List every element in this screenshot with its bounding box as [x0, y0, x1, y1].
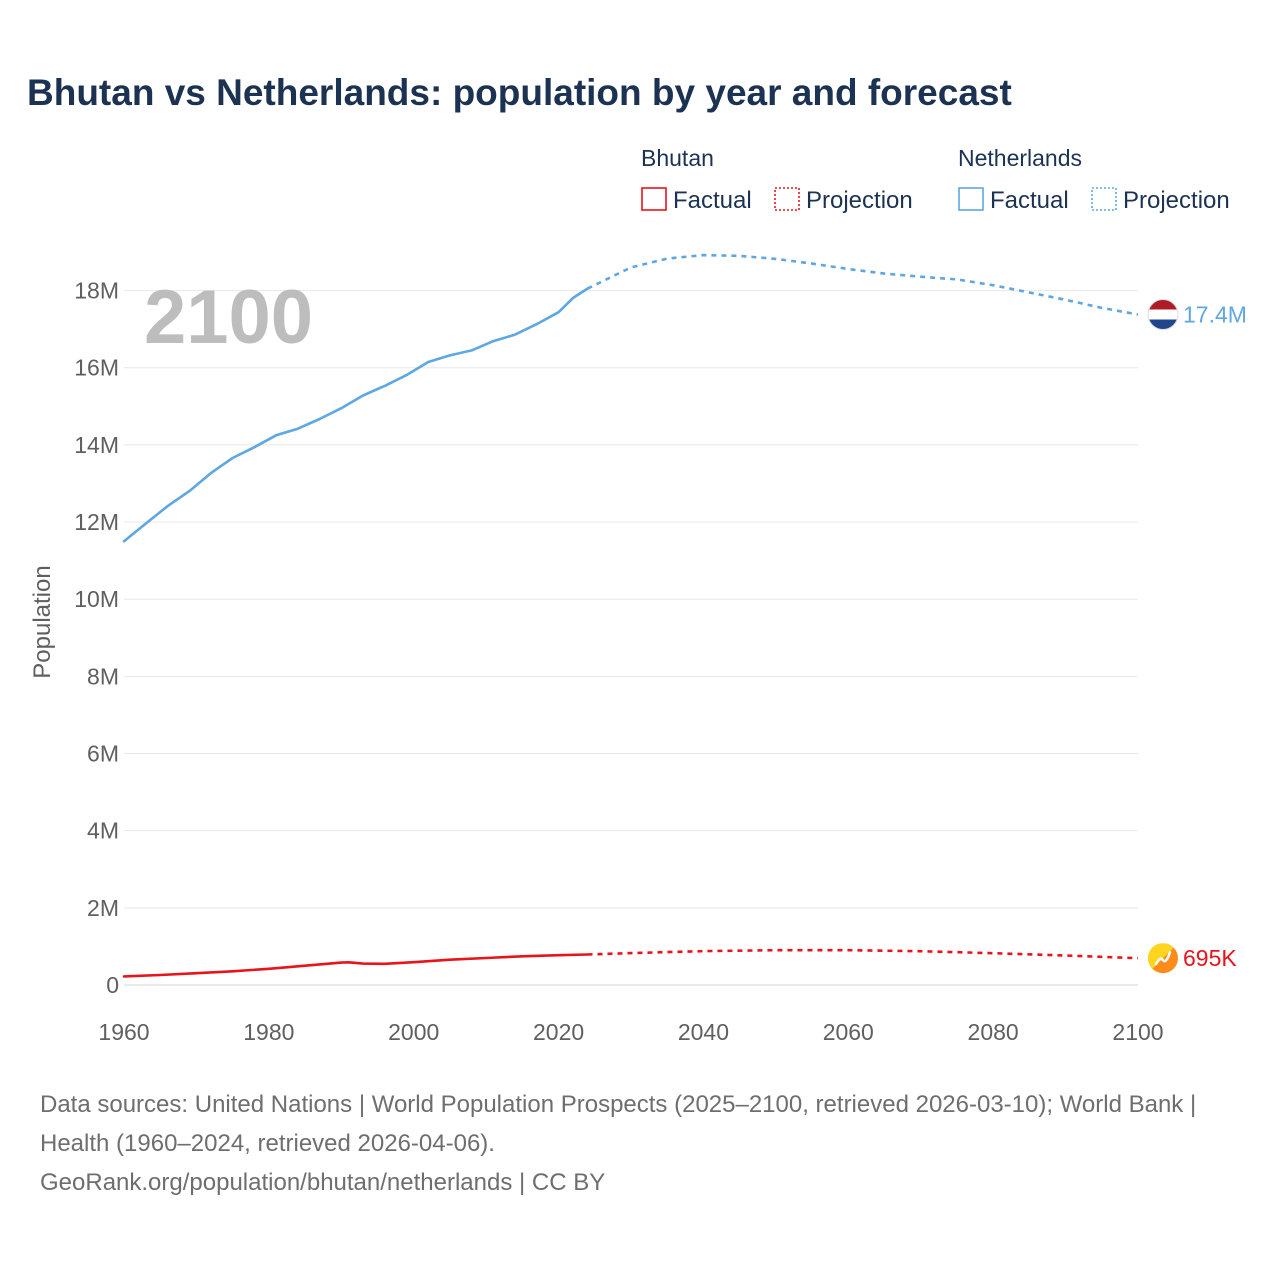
flag-fields — [1148, 943, 1178, 974]
bhutan-flag — [1148, 943, 1178, 974]
flag-stripes — [1148, 299, 1178, 330]
x-tick-label: 1960 — [98, 1019, 149, 1045]
x-tick-label: 1980 — [243, 1019, 294, 1045]
footer: Data sources: United Nations | World Pop… — [40, 1085, 1240, 1202]
flag-outline — [1147, 298, 1179, 330]
x-tick-label: 2000 — [388, 1019, 439, 1045]
x-tick-label: 2100 — [1112, 1019, 1163, 1045]
flag-dragon-mark — [1154, 950, 1172, 966]
x-tick-label: 2060 — [823, 1019, 874, 1045]
legend-swatch-factual-netherlands — [958, 187, 984, 211]
legend-label-projection-netherlands: Projection — [1123, 187, 1230, 214]
credit-link[interactable]: GeoRank.org/population/bhutan/netherland… — [40, 1169, 606, 1196]
x-tick-label: 2080 — [968, 1019, 1019, 1045]
y-axis-label: Population — [29, 565, 56, 678]
bhutan-end-value: 695K — [1183, 945, 1237, 971]
y-axis-ticks: 0 2M 4M 6M 8M 10M 12M 14M 16M 18M — [74, 278, 119, 998]
y-tick-label: 14M — [74, 432, 119, 458]
x-tick-label: 2040 — [678, 1019, 729, 1045]
legend-swatch-factual-bhutan — [641, 187, 667, 211]
y-tick-label: 18M — [74, 278, 119, 304]
chart-title: Bhutan vs Netherlands: population by yea… — [27, 72, 1012, 113]
netherlands-flag — [1147, 298, 1179, 330]
flag-white-stripe — [1148, 309, 1178, 320]
legend-title-netherlands: Netherlands — [958, 145, 1082, 171]
series-lines — [122, 253, 1139, 978]
x-axis-ticks: 1960 1980 2000 2020 2040 2060 2080 2100 — [98, 1019, 1163, 1045]
netherlands-end-value: 17.4M — [1183, 301, 1247, 327]
y-tick-label: 12M — [74, 509, 119, 535]
y-tick-label: 4M — [87, 818, 119, 844]
flag-yellow-field — [1148, 943, 1178, 974]
legend-swatch-projection-bhutan — [774, 187, 800, 211]
legend-label-factual-netherlands: Factual — [990, 187, 1069, 214]
bhutan-projection-line — [587, 948, 1139, 960]
flag-red-stripe — [1148, 299, 1178, 310]
netherlands-factual-line — [122, 287, 589, 543]
year-watermark: 2100 — [144, 275, 313, 360]
legend-label-projection-bhutan: Projection — [806, 187, 913, 214]
y-tick-label: 16M — [74, 355, 119, 381]
flag-blue-stripe — [1148, 319, 1178, 330]
population-line-chart: 0 2M 4M 6M 8M 10M 12M 14M 16M 18M 1960 1980 2000 202… — [29, 145, 1247, 1045]
y-tick-label: 2M — [87, 895, 119, 921]
y-tick-label: 0 — [106, 972, 119, 998]
data-sources: Data sources: United Nations | World Pop… — [40, 1091, 1197, 1157]
x-tick-label: 2020 — [533, 1019, 584, 1045]
y-tick-label: 10M — [74, 586, 119, 612]
series-end-markers: 17.4M 695K — [1147, 298, 1247, 974]
legend-title-bhutan: Bhutan — [641, 145, 714, 171]
bhutan-factual-line — [122, 953, 589, 978]
legend-label-factual-bhutan: Factual — [673, 187, 752, 214]
legend: Bhutan Factual Projection Netherlands Factua… — [641, 145, 1230, 214]
netherlands-projection-line — [586, 253, 1139, 316]
y-tick-label: 8M — [87, 663, 119, 689]
y-tick-label: 6M — [87, 741, 119, 767]
legend-swatch-projection-netherlands — [1091, 187, 1117, 211]
gridlines — [124, 290, 1138, 986]
